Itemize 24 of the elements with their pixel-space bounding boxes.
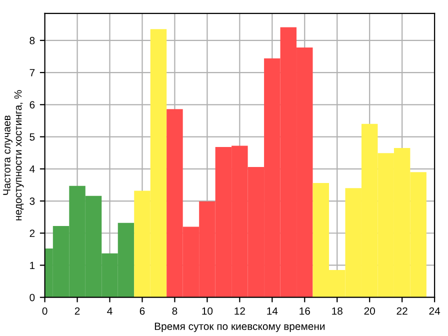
y-tick-label: 7 (30, 69, 35, 76)
x-axis-title: Время суток по киевскому времени (154, 322, 325, 332)
x-tick-label: 8 (172, 307, 178, 315)
x-tick-label: 6 (140, 307, 145, 315)
y-axis-title: Частота случаев недоступности хостинга, % (3, 90, 24, 220)
y-tick-label: 8 (30, 36, 35, 44)
x-tick-label: 18 (332, 307, 342, 315)
x-tick-label: 2 (74, 307, 80, 315)
y-tick-label: 5 (30, 133, 35, 141)
y-tick-label: 0 (30, 294, 35, 302)
x-tick-label: 10 (202, 307, 213, 315)
x-tick-label: 4 (107, 307, 112, 315)
x-tick-label: 20 (364, 307, 375, 315)
y-tick-label: 2 (30, 230, 35, 237)
x-tick-label: 16 (300, 307, 310, 315)
y-tick-label: 1 (30, 262, 35, 270)
x-tick-label: 22 (396, 307, 408, 315)
y-tick-label: 4 (30, 165, 35, 173)
y-tick-label: 6 (30, 101, 35, 109)
x-tick-label: 0 (42, 307, 48, 315)
y-tick-label: 3 (30, 198, 35, 205)
x-tick-label: 12 (234, 307, 245, 315)
x-tick-label: 14 (267, 307, 278, 315)
x-tick-label: 24 (429, 307, 440, 315)
